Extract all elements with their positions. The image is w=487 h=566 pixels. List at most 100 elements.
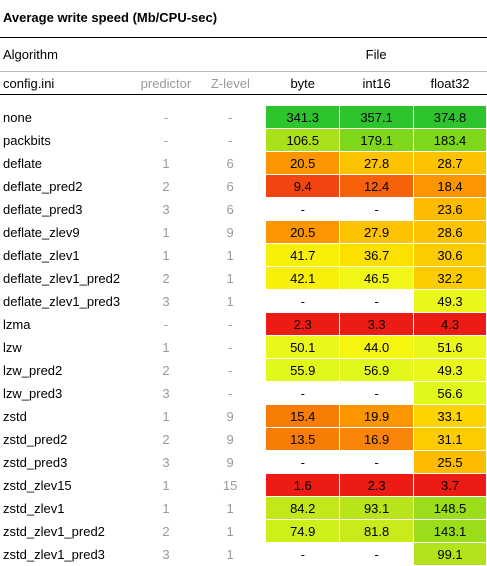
col-header-float32: float32 xyxy=(413,71,487,95)
speed-cell: 2.3 xyxy=(339,473,415,497)
zlevel-value: 9 xyxy=(226,408,234,424)
table-row: zstd 1 9 15.4 19.9 33.1 xyxy=(0,404,487,428)
speed-cell: 20.5 xyxy=(265,220,341,244)
table-title: Average write speed (Mb/CPU-sec) xyxy=(3,10,218,25)
table-row: none - - 341.3 357.1 374.8 xyxy=(0,105,487,129)
predictor-value: 1 xyxy=(162,224,170,240)
algorithm-header: Algorithm xyxy=(0,37,137,72)
page: Average write speed (Mb/CPU-sec) Algorit… xyxy=(0,10,487,566)
zlevel-value: 6 xyxy=(226,201,234,217)
speed-cell: 28.7 xyxy=(413,151,487,175)
speed-cell: 27.9 xyxy=(339,220,415,244)
speed-cell: 2.3 xyxy=(265,312,341,336)
algorithm-name: zstd_zlev1_pred2 xyxy=(3,523,105,539)
speed-cell: 50.1 xyxy=(265,335,341,359)
predictor-value: 1 xyxy=(162,247,170,263)
speed-cell: - xyxy=(265,289,341,313)
table-row: lzw_pred3 3- - -56.6 xyxy=(0,381,487,405)
speed-cell: 84.2 xyxy=(265,496,341,520)
predictor-value: 3 xyxy=(162,293,170,309)
speed-cell: 30.6 xyxy=(413,243,487,267)
speed-cell: 3.3 xyxy=(339,312,415,336)
speed-cell: 341.3 xyxy=(265,105,341,129)
algorithm-name: deflate xyxy=(3,155,43,171)
zlevel-value: - xyxy=(227,385,233,401)
speed-cell: - xyxy=(339,289,415,313)
speed-cell: 106.5 xyxy=(265,128,341,152)
algorithm-name: deflate_zlev1_pred2 xyxy=(3,270,121,286)
zlevel-value: 1 xyxy=(226,500,234,516)
zlevel-value: 6 xyxy=(226,178,234,194)
zlevel-value: 1 xyxy=(226,270,234,286)
speed-cell: 12.4 xyxy=(339,174,415,198)
speed-cell: 31.1 xyxy=(413,427,487,451)
algorithm-name: deflate_zlev1 xyxy=(3,247,80,263)
predictor-value: 3 xyxy=(162,201,170,217)
speed-cell: 74.9 xyxy=(265,519,341,543)
speed-cell: 32.2 xyxy=(413,266,487,290)
predictor-value: 2 xyxy=(162,523,170,539)
algorithm-name: deflate_pred3 xyxy=(3,201,83,217)
speed-cell: 183.4 xyxy=(413,128,487,152)
speed-cell: 36.7 xyxy=(339,243,415,267)
algorithm-name: deflate_pred2 xyxy=(3,178,83,194)
speed-cell: 374.8 xyxy=(413,105,487,129)
predictor-value: 1 xyxy=(162,500,170,516)
speed-cell: 49.3 xyxy=(413,289,487,313)
speed-cell: 16.9 xyxy=(339,427,415,451)
speed-cell: 56.6 xyxy=(413,381,487,405)
predictor-value: 3 xyxy=(162,454,170,470)
predictor-value: 3 xyxy=(162,385,170,401)
speed-table: Algorithm File config.ini predictor Z-le… xyxy=(0,37,487,566)
speed-cell: 93.1 xyxy=(339,496,415,520)
predictor-value: - xyxy=(163,109,169,125)
zlevel-value: - xyxy=(227,109,233,125)
speed-cell: - xyxy=(339,381,415,405)
algorithm-name: lzw xyxy=(3,339,22,355)
zlevel-value: - xyxy=(227,362,233,378)
algorithm-name: zstd_pred2 xyxy=(3,431,68,447)
zlevel-value: 1 xyxy=(226,546,234,562)
speed-cell: 44.0 xyxy=(339,335,415,359)
predictor-value: - xyxy=(163,316,169,332)
speed-cell: - xyxy=(265,542,341,566)
table-row: packbits - - 106.5 179.1 183.4 xyxy=(0,128,487,152)
zlevel-value: - xyxy=(227,316,233,332)
speed-cell: 99.1 xyxy=(413,542,487,566)
algorithm-name: none xyxy=(3,109,32,125)
predictor-header: predictor xyxy=(136,71,195,95)
speed-cell: 28.6 xyxy=(413,220,487,244)
speed-cell: 18.4 xyxy=(413,174,487,198)
speed-cell: 25.5 xyxy=(413,450,487,474)
speed-cell: 143.1 xyxy=(413,519,487,543)
algorithm-name: packbits xyxy=(3,132,51,148)
predictor-value: 2 xyxy=(162,431,170,447)
algorithm-name: lzw_pred3 xyxy=(3,385,63,401)
table-row: lzw_pred2 2 - 55.9 56.9 49.3 xyxy=(0,358,487,382)
zlevel-value: 1 xyxy=(226,523,234,539)
algorithm-name: lzma xyxy=(3,316,31,332)
zlevel-value: 9 xyxy=(226,224,234,240)
header-row-groups: Algorithm File xyxy=(0,37,487,72)
speed-cell: 9.4 xyxy=(265,174,341,198)
speed-cell: 19.9 xyxy=(339,404,415,428)
table-row: deflate_zlev9 1 9 20.5 27.9 28.6 xyxy=(0,220,487,244)
zlevel-value: 9 xyxy=(226,431,234,447)
table-row: zstd_zlev1 1 1 84.2 93.1 148.5 xyxy=(0,496,487,520)
speed-cell: 13.5 xyxy=(265,427,341,451)
speed-cell: 51.6 xyxy=(413,335,487,359)
table-row: lzma - - 2.3 3.3 4.3 xyxy=(0,312,487,336)
algorithm-name: deflate_zlev1_pred3 xyxy=(3,293,121,309)
table-row: zstd_zlev1_pred2 2 1 74.9 81.8 143.1 xyxy=(0,519,487,543)
algorithm-name: zstd_zlev1_pred3 xyxy=(3,546,105,562)
zlevel-value: 1 xyxy=(226,247,234,263)
table-row: deflate_zlev1_pred3 3 1- -49.3 xyxy=(0,289,487,313)
col-header-int16: int16 xyxy=(339,71,414,95)
table-row: zstd_pred2 2 9 13.5 16.9 31.1 xyxy=(0,427,487,451)
speed-cell: 148.5 xyxy=(413,496,487,520)
zlevel-value: 15 xyxy=(222,477,238,493)
speed-cell: 49.3 xyxy=(413,358,487,382)
speed-cell: 56.9 xyxy=(339,358,415,382)
speed-cell: - xyxy=(265,197,341,221)
speed-cell: 15.4 xyxy=(265,404,341,428)
